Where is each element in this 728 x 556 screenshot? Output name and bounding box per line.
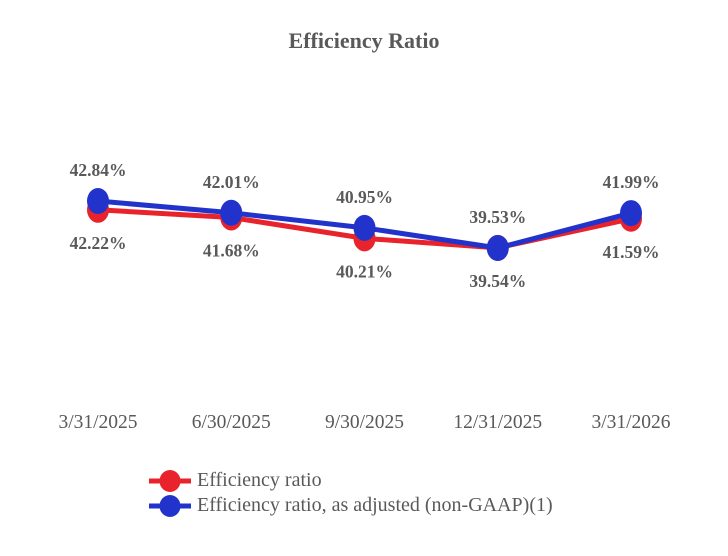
data-label: 42.22% — [70, 233, 127, 253]
data-point-marker — [486, 235, 509, 262]
legend-marker-red-series — [149, 469, 191, 492]
data-point-marker — [87, 188, 109, 214]
data-label: 41.59% — [603, 242, 660, 262]
data-label: 39.54% — [469, 271, 526, 291]
legend-label-efficiency-ratio-adjusted: Efficiency ratio, as adjusted (non-GAAP)… — [197, 494, 553, 516]
data-label: 40.21% — [336, 261, 393, 281]
legend-item: Efficiency ratio — [148, 468, 553, 493]
x-axis-label: 6/30/2025 — [192, 412, 271, 433]
data-label: 42.01% — [203, 172, 260, 192]
legend: Efficiency ratio Efficiency ratio, as ad… — [148, 468, 553, 518]
x-axis-label: 12/31/2025 — [453, 412, 542, 433]
x-axis-label: 3/31/2026 — [591, 412, 670, 433]
data-label: 40.95% — [336, 187, 393, 207]
data-label: 41.68% — [203, 240, 260, 260]
x-axis-label: 9/30/2025 — [325, 412, 404, 433]
x-axis-label: 3/31/2025 — [58, 412, 137, 433]
data-point-marker — [620, 200, 642, 227]
data-label: 42.84% — [70, 160, 127, 180]
data-label: 41.99% — [603, 172, 660, 192]
legend-marker-blue-series — [149, 494, 191, 517]
data-point-marker — [220, 199, 243, 226]
chart-title: Efficiency Ratio — [288, 28, 440, 53]
data-point-marker — [353, 214, 376, 241]
data-label: 39.53% — [469, 207, 526, 227]
legend-item: Efficiency ratio, as adjusted (non-GAAP)… — [148, 493, 553, 518]
legend-label-efficiency-ratio: Efficiency ratio — [197, 469, 322, 491]
